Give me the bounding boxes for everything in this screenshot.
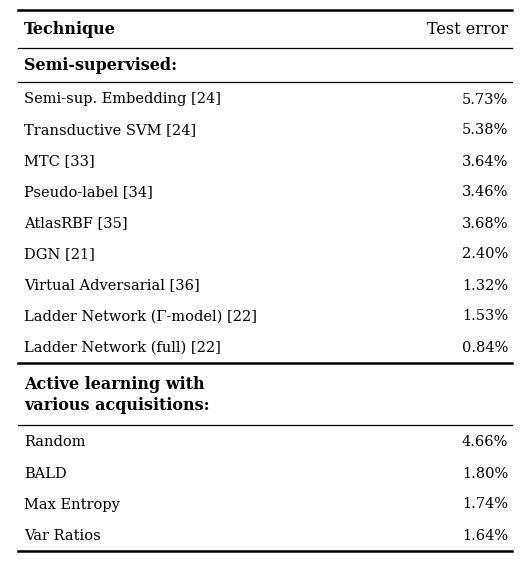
Text: MTC [33]: MTC [33] <box>24 155 95 169</box>
Text: Max Entropy: Max Entropy <box>24 497 120 512</box>
Text: Ladder Network (full) [22]: Ladder Network (full) [22] <box>24 340 221 355</box>
Text: Technique: Technique <box>24 21 116 38</box>
Text: 1.80%: 1.80% <box>462 466 508 480</box>
Text: 3.46%: 3.46% <box>462 185 508 199</box>
Text: Semi-sup. Embedding [24]: Semi-sup. Embedding [24] <box>24 92 221 106</box>
Text: Transductive SVM [24]: Transductive SVM [24] <box>24 123 196 138</box>
Text: BALD: BALD <box>24 466 67 480</box>
Text: 3.64%: 3.64% <box>462 155 508 169</box>
Text: 1.74%: 1.74% <box>462 497 508 512</box>
Text: AtlasRBF [35]: AtlasRBF [35] <box>24 216 128 230</box>
Text: Var Ratios: Var Ratios <box>24 529 101 543</box>
Text: Semi-supervised:: Semi-supervised: <box>24 58 177 75</box>
Text: 3.68%: 3.68% <box>462 216 508 230</box>
Text: 1.64%: 1.64% <box>462 529 508 543</box>
Text: 5.73%: 5.73% <box>462 92 508 106</box>
Text: Test error: Test error <box>427 21 508 38</box>
Text: DGN [21]: DGN [21] <box>24 248 95 262</box>
Text: 5.38%: 5.38% <box>462 123 508 138</box>
Text: Virtual Adversarial [36]: Virtual Adversarial [36] <box>24 279 200 292</box>
Text: Random: Random <box>24 436 85 449</box>
Text: 2.40%: 2.40% <box>462 248 508 262</box>
Text: 4.66%: 4.66% <box>462 436 508 449</box>
Text: 0.84%: 0.84% <box>462 340 508 355</box>
Text: Pseudo-label [34]: Pseudo-label [34] <box>24 185 153 199</box>
Text: Active learning with
various acquisitions:: Active learning with various acquisition… <box>24 376 210 415</box>
Text: Ladder Network (Γ-model) [22]: Ladder Network (Γ-model) [22] <box>24 309 257 323</box>
Text: 1.32%: 1.32% <box>462 279 508 292</box>
Text: 1.53%: 1.53% <box>462 309 508 323</box>
